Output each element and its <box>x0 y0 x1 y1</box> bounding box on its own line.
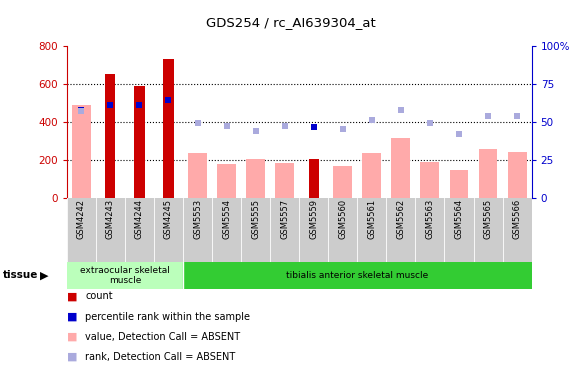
Text: GSM5555: GSM5555 <box>251 199 260 239</box>
Text: ■: ■ <box>67 311 77 322</box>
Text: GSM4242: GSM4242 <box>77 199 86 239</box>
Point <box>454 131 464 137</box>
Text: GDS254 / rc_AI639304_at: GDS254 / rc_AI639304_at <box>206 16 375 30</box>
Text: ■: ■ <box>67 291 77 302</box>
Point <box>338 126 347 132</box>
Point <box>309 124 318 130</box>
Text: GSM5562: GSM5562 <box>396 199 406 239</box>
Text: GSM5557: GSM5557 <box>280 199 289 239</box>
Bar <box>450 170 468 198</box>
Bar <box>479 149 497 198</box>
Point <box>135 102 144 108</box>
Bar <box>183 262 532 289</box>
Bar <box>72 105 91 198</box>
Text: tissue: tissue <box>3 270 38 280</box>
Point <box>164 97 173 103</box>
Text: extraocular skeletal
muscle: extraocular skeletal muscle <box>80 266 170 285</box>
Point <box>251 128 260 134</box>
Point <box>483 113 493 119</box>
Point <box>222 123 231 129</box>
Text: value, Detection Call = ABSENT: value, Detection Call = ABSENT <box>85 332 241 342</box>
Text: GSM4245: GSM4245 <box>164 199 173 239</box>
Bar <box>163 59 174 198</box>
Point <box>77 108 86 114</box>
Text: rank, Detection Call = ABSENT: rank, Detection Call = ABSENT <box>85 352 236 362</box>
Bar <box>363 153 381 198</box>
Text: percentile rank within the sample: percentile rank within the sample <box>85 311 250 322</box>
Point <box>396 107 406 112</box>
Point <box>77 107 86 113</box>
Bar <box>508 152 526 198</box>
Bar <box>333 166 352 198</box>
Bar <box>188 153 207 198</box>
Bar <box>421 161 439 198</box>
Point <box>193 120 202 126</box>
Point <box>106 102 115 108</box>
Text: count: count <box>85 291 113 302</box>
Bar <box>217 164 236 198</box>
Bar <box>105 74 116 198</box>
Text: GSM5554: GSM5554 <box>222 199 231 239</box>
Text: GSM5563: GSM5563 <box>425 199 435 239</box>
Bar <box>275 164 294 198</box>
Text: GSM5560: GSM5560 <box>338 199 347 239</box>
Text: GSM5566: GSM5566 <box>512 199 522 239</box>
Point <box>367 117 376 123</box>
Bar <box>134 86 145 198</box>
Text: ■: ■ <box>67 332 77 342</box>
Bar <box>246 159 265 198</box>
Text: GSM5559: GSM5559 <box>309 199 318 239</box>
Point <box>425 120 435 126</box>
Text: ▶: ▶ <box>40 270 48 280</box>
Point <box>280 123 289 129</box>
Bar <box>309 159 319 198</box>
Bar <box>392 138 410 198</box>
Text: GSM5553: GSM5553 <box>193 199 202 239</box>
Text: GSM4243: GSM4243 <box>106 199 115 239</box>
Text: GSM5565: GSM5565 <box>483 199 493 239</box>
Text: GSM4244: GSM4244 <box>135 199 144 239</box>
Bar <box>67 262 183 289</box>
Point <box>512 113 522 119</box>
Text: ■: ■ <box>67 352 77 362</box>
Text: GSM5564: GSM5564 <box>454 199 464 239</box>
Text: GSM5561: GSM5561 <box>367 199 376 239</box>
Text: tibialis anterior skeletal muscle: tibialis anterior skeletal muscle <box>286 271 428 280</box>
